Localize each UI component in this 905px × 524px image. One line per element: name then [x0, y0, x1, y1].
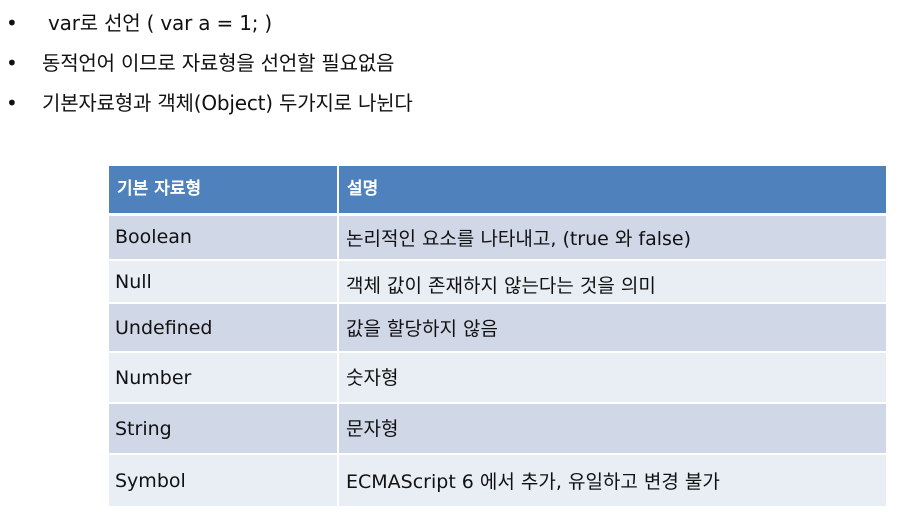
bullet-text: 동적언어 이므로 자료형을 선언할 필요없음: [42, 51, 395, 75]
cell-type: String: [109, 402, 338, 454]
table-row: String 문자형: [109, 402, 886, 454]
cell-description: 논리적인 요소를 나타내고, (true 와 false): [337, 213, 886, 260]
table-row: Boolean 논리적인 요소를 나타내고, (true 와 false): [109, 213, 886, 260]
cell-description: 문자형: [337, 402, 886, 454]
bullet-item: • 동적언어 이므로 자료형을 선언할 필요없음: [0, 45, 905, 81]
cell-type: Null: [109, 259, 338, 303]
bullet-text: 기본자료형과 객체(Object) 두가지로 나뉜다: [42, 91, 413, 115]
cell-description: 값을 할당하지 않음: [337, 302, 886, 352]
table-row: Undefined 값을 할당하지 않음: [109, 302, 886, 352]
cell-description: ECMAScript 6 에서 추가, 유일하고 변경 불가: [337, 453, 886, 506]
bullet-item: • var로 선언 ( var a = 1; ): [0, 5, 905, 41]
bullet-dot-icon: •: [6, 91, 18, 115]
bullet-item: • 기본자료형과 객체(Object) 두가지로 나뉜다: [0, 85, 905, 121]
bullet-dot-icon: •: [6, 11, 18, 35]
data-types-table: 기본 자료형 설명 Boolean 논리적인 요소를 나타내고, (true 와…: [109, 166, 886, 506]
table-row: Number 숫자형: [109, 351, 886, 403]
bullet-text: var로 선언 ( var a = 1; ): [48, 11, 273, 35]
data-types-table-container: 기본 자료형 설명 Boolean 논리적인 요소를 나타내고, (true 와…: [109, 166, 886, 506]
header-description: 설명: [337, 166, 886, 216]
bullet-dot-icon: •: [6, 51, 18, 75]
cell-description: 객체 값이 존재하지 않는다는 것을 의미: [337, 259, 886, 303]
cell-description: 숫자형: [337, 351, 886, 403]
table-header-row: 기본 자료형 설명: [109, 166, 886, 216]
cell-type: Boolean: [109, 213, 338, 260]
table-row: Symbol ECMAScript 6 에서 추가, 유일하고 변경 불가: [109, 453, 886, 506]
table-row: Null 객체 값이 존재하지 않는다는 것을 의미: [109, 259, 886, 303]
header-type: 기본 자료형: [109, 166, 338, 216]
cell-type: Undefined: [109, 302, 338, 352]
cell-type: Number: [109, 351, 338, 403]
cell-type: Symbol: [109, 453, 338, 506]
